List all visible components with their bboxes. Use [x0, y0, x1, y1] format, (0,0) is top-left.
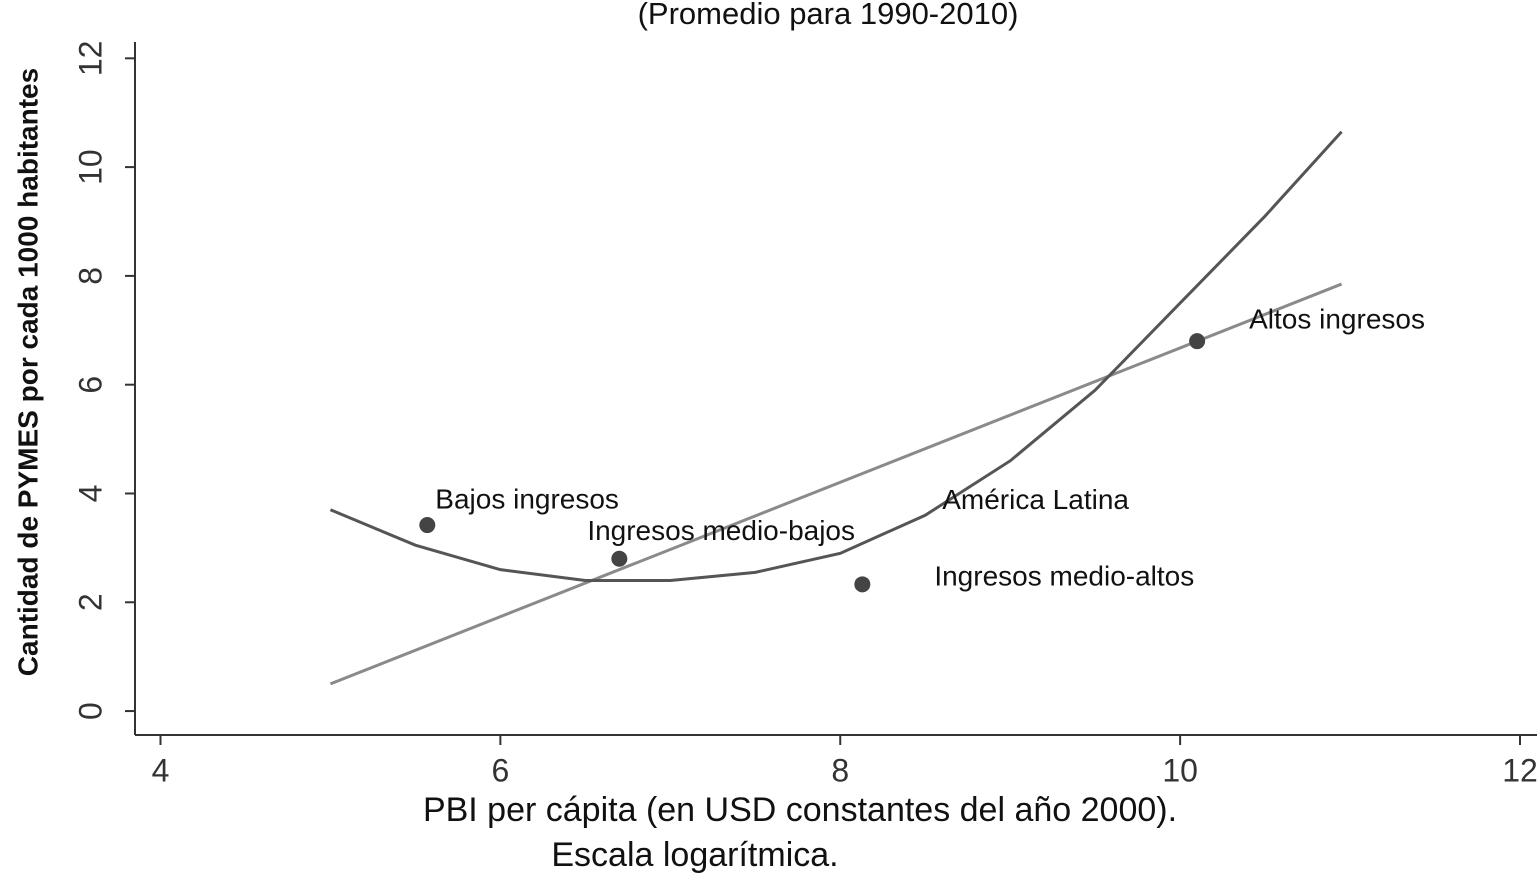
fit-line: [329, 130, 1343, 583]
x-tick-label: 10: [1162, 752, 1198, 788]
x-axis-label: Escala logarítmica.: [551, 836, 838, 874]
point-label: Altos ingresos: [1249, 304, 1425, 335]
point: [419, 517, 436, 534]
point: [611, 550, 628, 567]
y-tick-label: 0: [72, 702, 108, 720]
y-tick-label: 4: [72, 485, 108, 503]
point: [854, 576, 871, 593]
fit-line: [329, 282, 1343, 686]
x-tick-label: 4: [152, 752, 170, 788]
point-label: Ingresos medio-bajos: [587, 515, 855, 546]
y-tick-label: 10: [72, 149, 108, 185]
y-tick-label: 8: [72, 267, 108, 285]
y-tick-label: 6: [72, 376, 108, 394]
y-axis-label: Cantidad de PYMES por cada 1000 habitant…: [12, 68, 43, 676]
y-tick-label: 12: [72, 41, 108, 77]
x-tick-label: 8: [831, 752, 849, 788]
x-tick-label: 6: [491, 752, 509, 788]
point-label: Ingresos medio-altos: [934, 561, 1194, 592]
x-tick-label: 12: [1502, 752, 1537, 788]
x-axis-label: PBI per cápita (en USD constantes del añ…: [423, 791, 1177, 829]
y-tick-label: 2: [72, 593, 108, 611]
chart-title: (Promedio para 1990-2010): [638, 0, 1019, 31]
point-label: Bajos ingresos: [435, 483, 619, 514]
point: [1189, 333, 1206, 350]
annotation: América Latina: [942, 484, 1129, 515]
